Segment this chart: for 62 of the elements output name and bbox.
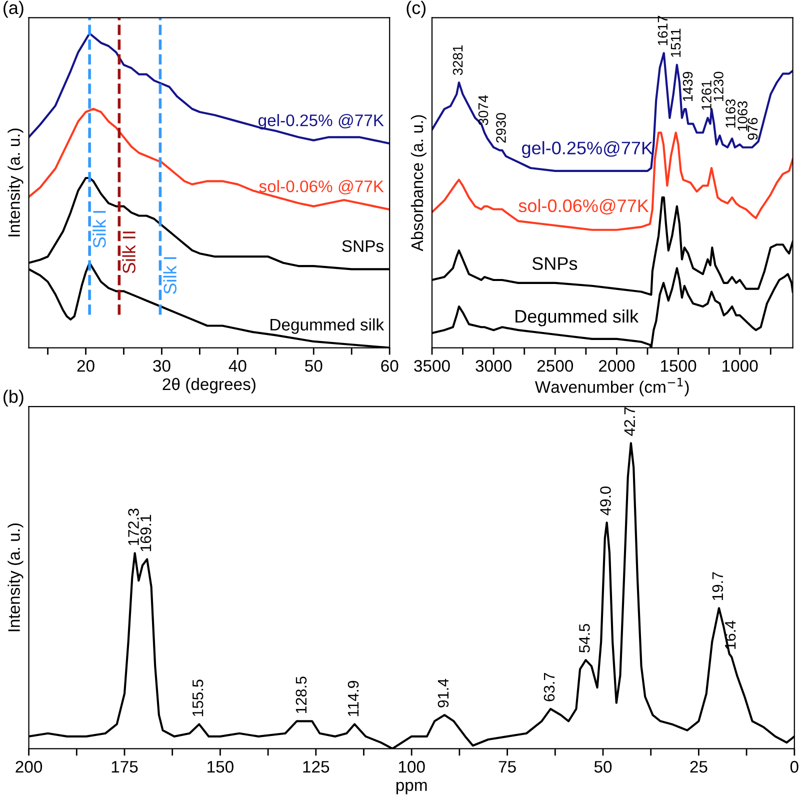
x-tick-label: 100 [398,760,425,773]
annotation: 155.5 [192,680,204,716]
ref-line-label: Silk I [92,211,106,248]
x-tick-label: 40 [228,360,246,372]
y-axis-title: Intensity (a. u.) [8,128,24,236]
x-tick-label: 60 [381,360,398,372]
annotation: 1261 [702,80,712,110]
annotation: 3281 [452,45,463,76]
x-tick-label: 175 [112,761,138,773]
ref-line-label: Silk II [122,232,136,274]
series-label: SNPs [532,257,578,270]
x-tick-label: 75 [498,761,516,773]
y-axis-title: Absorbance (a. u.) [410,115,426,252]
annotation: 42.7 [624,407,635,436]
annotation: 1511 [670,28,681,57]
x-axis-title: Wavenumber (cm$^{−1}$) [534,378,689,396]
annotation: 19.7 [712,572,724,600]
x-tick-label: 30 [153,360,170,372]
annotation: 1439 [682,72,693,102]
series-label: SNPs [342,240,384,252]
annotation: 976 [748,118,758,140]
x-tick-label: 2000 [599,360,635,372]
x-tick-label: 150 [208,760,234,773]
annotation: 172.3 [128,508,139,546]
x-tick-label: 25 [690,760,708,773]
series-label: gel-0.25%@77K [522,141,653,158]
x-axis-title: ppm [396,782,427,794]
series-label: sol-0.06% @77K [259,180,384,194]
x-tick-label: 1000 [722,360,758,372]
annotation: 54.5 [579,624,590,653]
x-tick-label: 125 [303,760,330,773]
x-tick-label: 3000 [476,360,512,372]
y-axis-title: Intensity (a. u.) [8,524,24,632]
annotation: 63.7 [544,673,555,702]
annotation: 1163 [726,99,736,128]
text: (a) [4,0,24,18]
text: (c) [406,0,426,18]
series-label: Degummed silk [516,309,639,326]
annotation: 91.4 [438,678,449,708]
x-axis-title: 2θ (degrees) [162,378,256,394]
x-tick-label: 3500 [414,360,450,372]
text: (b) [4,390,24,407]
annotation: 1617 [658,16,668,46]
x-tick-label: 20 [77,360,94,372]
x-tick-label: 0 [790,760,798,773]
series-label: gel-0.25% @77K [258,114,384,130]
annotation: 1230 [714,72,724,102]
x-tick-label: 2500 [537,360,574,372]
annotation: 2930 [496,113,506,143]
annotation: 1063 [738,101,748,131]
annotation: 114.9 [348,680,359,716]
annotation: 49.0 [600,486,611,516]
x-tick-label: 50 [305,360,322,372]
x-tick-label: 200 [16,760,42,773]
ref-line-label: Silk I [163,257,177,294]
series-label: sol-0.06%@77K [518,198,649,214]
x-tick-label: 50 [594,760,612,773]
annotation: 169.1 [140,514,152,552]
annotation: 128.5 [296,676,307,714]
annotation: 3074 [478,95,488,126]
x-tick-label: 1500 [661,360,696,372]
series-label: Degummed silk [270,318,384,334]
